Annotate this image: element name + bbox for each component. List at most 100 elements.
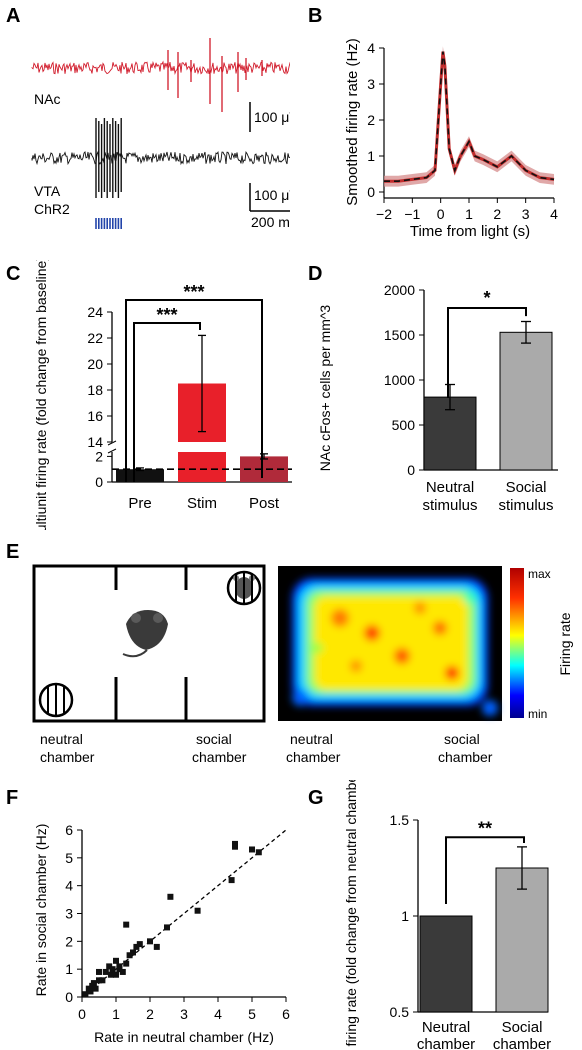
d-y-tick-label: 1500 <box>384 327 415 343</box>
f-data-point <box>96 968 102 975</box>
c-y-tick-label: 18 <box>87 382 103 398</box>
scale-bar-top: 100 μV <box>249 102 290 132</box>
b-y-tick-label: 0 <box>367 184 375 200</box>
f-data-point <box>130 949 136 956</box>
b-x-tick-label: 3 <box>522 206 530 222</box>
scale-bottom-v-label: 100 μV <box>254 187 290 203</box>
f-x-tick-label: 1 <box>112 1006 120 1022</box>
panel-letter-f: F <box>6 787 18 809</box>
c-axis-break-mark <box>107 448 117 454</box>
f-plot-area: 0 1 2 3 4 5 6 0 1 2 3 4 5 6 <box>65 822 290 1022</box>
f-data-point <box>249 846 255 853</box>
c-y-tick-label: 0 <box>95 474 103 490</box>
g-y-tick-label: 1.5 <box>390 812 410 828</box>
d-significance-label: * <box>483 288 490 308</box>
b-error-band <box>384 46 554 187</box>
f-data-point <box>102 968 109 975</box>
g-y-tick-label: 0.5 <box>390 1004 410 1020</box>
c-y-tick-label: 14 <box>87 434 103 450</box>
f-data-point <box>136 941 143 948</box>
d-bar <box>499 331 553 471</box>
chr2-label: ChR2 <box>34 201 70 217</box>
f-data-point <box>147 938 153 945</box>
f-y-tick-label: 6 <box>65 822 73 838</box>
colorbar-min: min <box>528 707 547 721</box>
e-right-neutral-1: neutral <box>290 731 333 747</box>
c-y-tick-label: 2 <box>95 448 103 464</box>
c-bar <box>178 452 226 482</box>
b-y-tick-label: 4 <box>367 40 375 56</box>
light-pulses <box>95 218 122 229</box>
d-x-tick-label-line2: stimulus <box>498 497 553 514</box>
f-data-point <box>123 960 130 967</box>
c-bar <box>116 469 164 482</box>
scale-top-label: 100 μV <box>254 109 290 125</box>
c-y-tick-label: 22 <box>87 330 103 346</box>
panel-letter-c: C <box>6 263 20 285</box>
g-y-tick-label: 1 <box>401 908 409 924</box>
b-y-tick-label: 1 <box>367 148 375 164</box>
d-x-tick-label-line1: Social <box>506 479 547 496</box>
f-x-tick-label: 6 <box>282 1006 290 1022</box>
g-ylabel: Multiunit firing rate (fold change from … <box>343 780 359 1050</box>
f-data-point <box>113 971 119 978</box>
nac-noise <box>31 60 290 75</box>
g-significance-label: ** <box>478 818 492 838</box>
c-significance-pre-stim <box>133 322 201 482</box>
f-x-tick-label: 3 <box>180 1006 188 1022</box>
d-y-tick-label: 500 <box>392 417 416 433</box>
d-y-tick-label: 1000 <box>384 372 415 388</box>
social-cage <box>226 570 262 606</box>
vta-label: VTA <box>34 183 61 199</box>
f-x-tick-label: 2 <box>146 1006 154 1022</box>
c-x-tick-label: Post <box>249 495 280 512</box>
vta-trace <box>31 118 290 198</box>
f-data-point <box>87 988 94 995</box>
f-data-point <box>106 963 113 970</box>
vta-noise <box>31 150 290 166</box>
f-data-point <box>119 968 126 975</box>
f-data-point <box>123 921 130 928</box>
c-axis-break-mark <box>107 440 117 446</box>
d-ylabel: NAc cFos+ cells per mm^3 <box>317 305 333 472</box>
mouse-icon <box>122 610 168 658</box>
f-y-tick-label: 5 <box>65 850 73 866</box>
c-y-tick-label: 24 <box>87 304 103 320</box>
f-data-point <box>164 924 170 931</box>
scale-bottom-t-label: 200 ms <box>251 214 290 230</box>
d-x-tick-label-line2: stimulus <box>422 497 477 514</box>
f-y-tick-label: 1 <box>65 961 73 977</box>
panel-letter-e: E <box>6 541 19 563</box>
g-x-tick-label-line1: Social <box>502 1019 543 1036</box>
panel-a: A NAc 100 μV VTA ChR2 100 μV 200 ms <box>6 5 290 230</box>
nac-label: NAc <box>34 91 60 107</box>
c-y-tick-label: 20 <box>87 356 103 372</box>
b-x-tick-label: −1 <box>404 206 420 222</box>
panel-c: C Multiunit firing rate (fold change fro… <box>6 260 292 530</box>
e-left-social-2: chamber <box>192 749 247 765</box>
c-ylabel: Multiunit firing rate (fold change from … <box>33 260 49 530</box>
f-unity-line <box>81 829 287 998</box>
d-y-tick-label: 2000 <box>384 282 415 298</box>
panel-f: F Rate in social chamber (Hz) Rate in ne… <box>6 787 290 1045</box>
f-data-point <box>232 843 238 850</box>
e-right-social-1: social <box>444 731 480 747</box>
e-right-neutral-2: chamber <box>286 749 341 765</box>
f-data-point <box>92 985 99 992</box>
f-data-point <box>133 943 140 950</box>
c-x-tick-label: Stim <box>187 495 217 512</box>
f-y-tick-label: 0 <box>65 989 73 1005</box>
b-y-tick-label: 3 <box>367 76 375 92</box>
c-ylabel-text: Multiunit firing rate (fold change from … <box>33 260 49 530</box>
heatmap <box>278 566 502 721</box>
colorbar-max: max <box>528 567 551 581</box>
b-plot-area: 0 1 2 3 4 −2 −1 0 1 2 3 4 <box>367 40 558 222</box>
f-x-tick-label: 5 <box>248 1006 256 1022</box>
e-left-neutral-2: chamber <box>40 749 95 765</box>
f-data-point <box>228 877 235 884</box>
f-data-point <box>116 966 123 973</box>
b-series-mean-line <box>384 51 555 183</box>
f-data-point <box>255 849 262 856</box>
f-x-tick-label: 4 <box>214 1006 222 1022</box>
